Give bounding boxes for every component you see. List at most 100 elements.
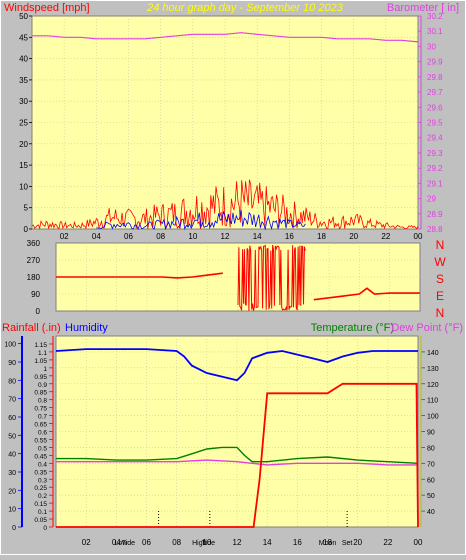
x-tick-label: 14 [263, 538, 272, 547]
x-tick-label: 12 [233, 538, 242, 547]
baro-tick-label: 28.9 [427, 210, 443, 219]
windspeed-line [31, 179, 419, 230]
x-tick-label: 14 [253, 232, 262, 241]
rain-tick-label: 0.55 [34, 437, 47, 444]
wind-baro-series [31, 32, 419, 231]
x-tick-label: 16 [285, 232, 294, 241]
wind-tick-label: 20 [19, 140, 28, 149]
wind-tick-label: 45 [19, 33, 28, 42]
direction-tick-label: 180 [27, 273, 41, 282]
x-tick-label: 22 [383, 538, 392, 547]
rain-y-ticks: 00.050.10.150.20.250.30.350.40.450.50.55… [34, 336, 54, 532]
humidity-tick-label: 0 [12, 525, 16, 532]
temperature-tick-label: 100 [427, 414, 439, 421]
x-tick-label: 04 [112, 538, 121, 547]
direction-tick-label: 90 [31, 290, 40, 299]
temperature-tick-label: 40 [427, 509, 435, 516]
temperature-axis-label: Temperature (°F) [311, 322, 394, 334]
astro-label: Set [342, 540, 353, 547]
rain-tick-label: 0 [43, 525, 47, 532]
compass-label: E [436, 289, 444, 303]
wind-tick-label: 30 [19, 97, 28, 106]
x-tick-label: 20 [349, 232, 358, 241]
direction-tick-label: 270 [27, 256, 41, 265]
temperature-y-ticks: 40 50 60 70 80 90 100 110 120 130 140 [420, 336, 439, 527]
x-tick-label: 18 [317, 232, 326, 241]
compass-label: S [436, 272, 444, 286]
temperature-tick-label: 120 [427, 382, 439, 389]
direction-line [56, 272, 223, 279]
rain-tick-label: 0.85 [34, 390, 47, 397]
humidity-tick-label: 10 [8, 507, 16, 514]
baro-tick-label: 29.5 [427, 119, 443, 128]
rain-tick-label: 0.5 [38, 445, 47, 452]
x-tick-label: 16 [293, 538, 302, 547]
barometer-axis-label: Barometer [ in] [387, 2, 459, 14]
baro-tick-label: 29.6 [427, 103, 443, 112]
x-tick-label: 18 [323, 538, 332, 547]
rain-tick-label: 0.2 [38, 493, 47, 500]
x-tick-label: 22 [381, 232, 390, 241]
humidity-line [55, 348, 418, 382]
x-tick-label: 06 [124, 232, 133, 241]
compass-label: N [436, 238, 445, 252]
humidity-axis-label: Humidity [65, 322, 108, 334]
wind-x-ticks: 02 04 06 08 10 12 14 16 18 20 22 00 [60, 232, 423, 241]
x-tick-label: 06 [142, 538, 151, 547]
humidity-tick-label: 90 [8, 360, 16, 367]
rain-tick-label: 1.15 [34, 342, 47, 349]
temperature-tick-label: 70 [427, 461, 435, 468]
wind-y-ticks: 0 5 10 15 20 25 30 35 40 45 50 [19, 12, 32, 234]
baro-tick-label: 29.8 [427, 73, 443, 82]
rain-tick-label: 0.05 [34, 517, 47, 524]
baro-tick-label: 29.7 [427, 88, 443, 97]
temperature-tick-label: 130 [427, 366, 439, 373]
wind-tick-label: 15 [19, 161, 28, 170]
temperature-tick-label: 110 [427, 398, 438, 405]
baro-tick-label: 29 [427, 195, 436, 204]
x-tick-label: 04 [92, 232, 101, 241]
x-tick-label: 10 [188, 232, 197, 241]
baro-tick-label: 29.9 [427, 58, 443, 67]
temperature-tick-label: 50 [427, 493, 435, 500]
baro-tick-label: 30.1 [427, 27, 443, 36]
wind-tick-label: 0 [24, 225, 29, 234]
baro-tick-label: 29.3 [427, 149, 443, 158]
x-tick-label: 08 [156, 232, 165, 241]
wind-baro-grid [32, 16, 418, 229]
rain-tick-label: 0.95 [34, 374, 47, 381]
rain-tick-label: 1 [43, 366, 47, 373]
wind-tick-label: 50 [19, 12, 28, 21]
rainfall-line [56, 382, 419, 528]
x-tick-label: 02 [60, 232, 69, 241]
astro-label: Tide [202, 540, 215, 547]
temperature-tick-label: 80 [427, 445, 435, 452]
rain-hum-temp-grid [56, 336, 418, 527]
humidity-tick-label: 50 [8, 433, 16, 440]
rain-tick-label: 0.9 [38, 382, 47, 389]
rain-tick-label: 1.05 [34, 358, 47, 365]
x-tick-label: 08 [172, 538, 181, 547]
direction-tick-label: 360 [27, 239, 41, 248]
baro-y-ticks: 28.8 28.9 29 29.1 29.2 29.3 29.4 29.5 29.6 29.7 29… [418, 12, 443, 234]
x-tick-label: 10 [202, 538, 211, 547]
compass-label: W [434, 255, 446, 269]
wind-tick-label: 25 [19, 119, 28, 128]
x-tick-label: 00 [414, 232, 423, 241]
humidity-tick-label: 40 [8, 452, 16, 459]
rain-tick-label: 0.25 [34, 485, 47, 492]
compass-label: N [436, 306, 445, 320]
rain-tick-label: 0.35 [34, 469, 47, 476]
wind-tick-label: 10 [19, 182, 28, 191]
chart-title: 24 hour graph day - September 10 2023 [146, 2, 344, 14]
x-tick-label: 00 [414, 538, 423, 547]
rain-tick-label: 0.1 [38, 509, 47, 516]
temperature-line [56, 446, 419, 464]
rain-tick-label: 0.7 [38, 414, 47, 421]
direction-series [56, 244, 420, 311]
temperature-tick-label: 90 [427, 430, 435, 437]
